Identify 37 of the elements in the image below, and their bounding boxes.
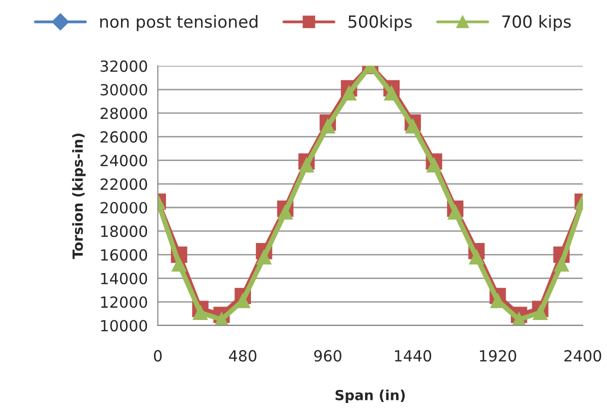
y-tick-label: 10000	[101, 320, 148, 332]
point	[448, 204, 463, 220]
y-tick-label: 28000	[100, 108, 148, 120]
point	[278, 204, 293, 220]
x-axis-title: Span (in)	[336, 390, 405, 404]
y-tick-label: 20000	[100, 202, 148, 214]
point	[172, 256, 187, 272]
y-tick-label: 24000	[100, 154, 148, 166]
point	[384, 86, 399, 101]
point	[256, 250, 272, 265]
legend-label: 700 kips	[502, 15, 571, 32]
y-tick-label: 32000	[100, 60, 148, 72]
point	[342, 86, 356, 101]
x-tick-label: 960	[314, 350, 342, 362]
y-tick-label: 26000	[100, 131, 148, 143]
point	[532, 305, 548, 320]
legend-label: non post tensioned	[100, 15, 258, 32]
x-tick-label: 2400	[564, 350, 602, 362]
y-tick-label: 18000	[101, 226, 148, 238]
y-tick-label: 22000	[100, 178, 148, 190]
point	[405, 118, 420, 134]
x-tick-label: 480	[228, 350, 256, 362]
point	[192, 305, 208, 320]
point	[320, 118, 336, 134]
y-axis-title: Torsion (kips-in)	[72, 134, 86, 259]
y-tick-label: 14000	[101, 272, 148, 284]
x-tick-label: 1440	[394, 350, 432, 362]
point	[554, 256, 569, 272]
x-tick-label: 0	[154, 350, 162, 362]
y-tick-label: 12000	[101, 296, 148, 308]
y-tick-label: 16000	[101, 249, 148, 261]
x-tick-label: 1920	[480, 350, 516, 362]
point	[299, 158, 314, 172]
point	[426, 158, 442, 172]
point	[469, 250, 484, 265]
y-tick-label: 30000	[100, 84, 148, 96]
legend-label: 500kips	[348, 15, 412, 32]
